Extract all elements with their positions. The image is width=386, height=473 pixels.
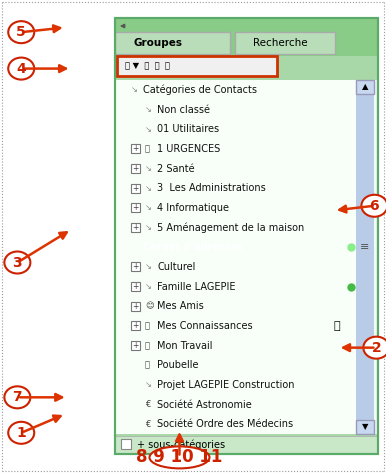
Bar [115,18,378,454]
Text: 1 URGENCES: 1 URGENCES [157,144,220,154]
Ellipse shape [8,422,34,444]
Text: +: + [132,321,139,330]
Text: ↘: ↘ [131,85,138,94]
Bar [131,164,140,173]
Bar [131,223,140,232]
Text: 2: 2 [371,341,381,355]
Ellipse shape [4,386,30,408]
Bar [115,18,378,56]
Text: +: + [132,203,139,212]
Text: ⌛: ⌛ [334,321,340,331]
Text: Projet LAGEPIE Construction: Projet LAGEPIE Construction [157,380,295,390]
Bar [115,80,378,434]
Bar [131,144,140,153]
Text: +: + [132,184,139,193]
Text: 🚗: 🚗 [145,144,150,153]
Text: ▼: ▼ [362,422,368,431]
Text: 3  Les Administrations: 3 Les Administrations [157,183,266,193]
Text: 5: 5 [16,25,26,39]
Ellipse shape [8,21,34,43]
Text: ↘: ↘ [145,380,152,389]
Text: +: + [132,282,139,291]
Text: +: + [132,341,139,350]
Text: 😊: 😊 [145,302,154,311]
Text: ↘: ↘ [145,164,152,173]
Bar [356,80,374,94]
Bar [235,32,335,54]
Bar [131,184,140,193]
Text: 🌐: 🌐 [145,341,150,350]
Text: 1: 1 [16,426,26,440]
Text: ▲: ▲ [362,82,368,91]
Bar [131,302,140,311]
Text: ↘: ↘ [145,223,152,232]
Text: 6: 6 [370,199,379,213]
Text: ↘: ↘ [131,243,138,252]
Ellipse shape [4,252,30,273]
Text: 💼: 💼 [145,321,150,330]
Text: ↘: ↘ [145,203,152,212]
Text: 8 9 10 11: 8 9 10 11 [136,448,223,466]
Text: €: € [145,400,151,409]
Text: +: + [132,302,139,311]
Text: 🗑: 🗑 [145,361,150,370]
Bar [115,18,378,454]
Text: ↘: ↘ [145,184,152,193]
Text: Recherche: Recherche [253,38,308,48]
Ellipse shape [363,337,386,359]
Text: ↘: ↘ [145,125,152,134]
Text: Société Astronomie: Société Astronomie [157,400,252,410]
Text: 4: 4 [16,61,26,76]
Text: 01 Utilitaires: 01 Utilitaires [157,124,219,134]
Bar [117,56,277,76]
Text: Mon Travail: Mon Travail [157,341,213,350]
Bar [356,420,374,434]
Bar [131,341,140,350]
Text: + sous-catégories: + sous-catégories [137,439,225,450]
Text: Culturel: Culturel [157,262,195,272]
Text: Mes Connaissances: Mes Connaissances [157,321,252,331]
Text: Groupes: Groupes [133,38,182,48]
Text: 4 Informatique: 4 Informatique [157,203,229,213]
Ellipse shape [8,58,34,79]
Text: ≡: ≡ [360,242,370,252]
Bar [115,237,356,257]
Text: Poubelle: Poubelle [157,360,198,370]
Bar [131,203,140,212]
Text: ↘: ↘ [145,105,152,114]
Text: Carnet d’adresses: Carnet d’adresses [143,242,243,252]
Text: 📄 ▼  🗑  🖼  📋: 📄 ▼ 🗑 🖼 📋 [125,61,170,70]
Bar [131,282,140,291]
Bar [131,321,140,330]
Text: 5 Aménagement de la maison: 5 Aménagement de la maison [157,222,304,233]
Text: 7: 7 [13,390,22,404]
Bar [115,436,378,453]
Text: +: + [132,223,139,232]
Ellipse shape [149,447,210,468]
Bar [115,80,356,434]
Text: Non classé: Non classé [157,105,210,114]
Text: 2 Santé: 2 Santé [157,164,195,174]
Text: Mes Amis: Mes Amis [157,301,204,311]
Text: ↘: ↘ [145,263,152,272]
Text: 3: 3 [13,255,22,270]
Text: +: + [132,263,139,272]
Text: +: + [132,144,139,153]
Text: Catégories de Contacts: Catégories de Contacts [143,85,257,95]
Text: Société Ordre des Médecins: Société Ordre des Médecins [157,419,293,429]
Ellipse shape [361,195,386,217]
Bar [115,18,378,454]
Bar [121,439,131,449]
Text: Famille LAGEPIE: Famille LAGEPIE [157,281,235,291]
Bar [356,94,374,420]
Text: +: + [132,164,139,173]
Text: ↘: ↘ [145,282,152,291]
Bar [115,32,230,54]
Bar [131,263,140,272]
Bar [115,139,356,158]
Text: €: € [145,420,151,429]
